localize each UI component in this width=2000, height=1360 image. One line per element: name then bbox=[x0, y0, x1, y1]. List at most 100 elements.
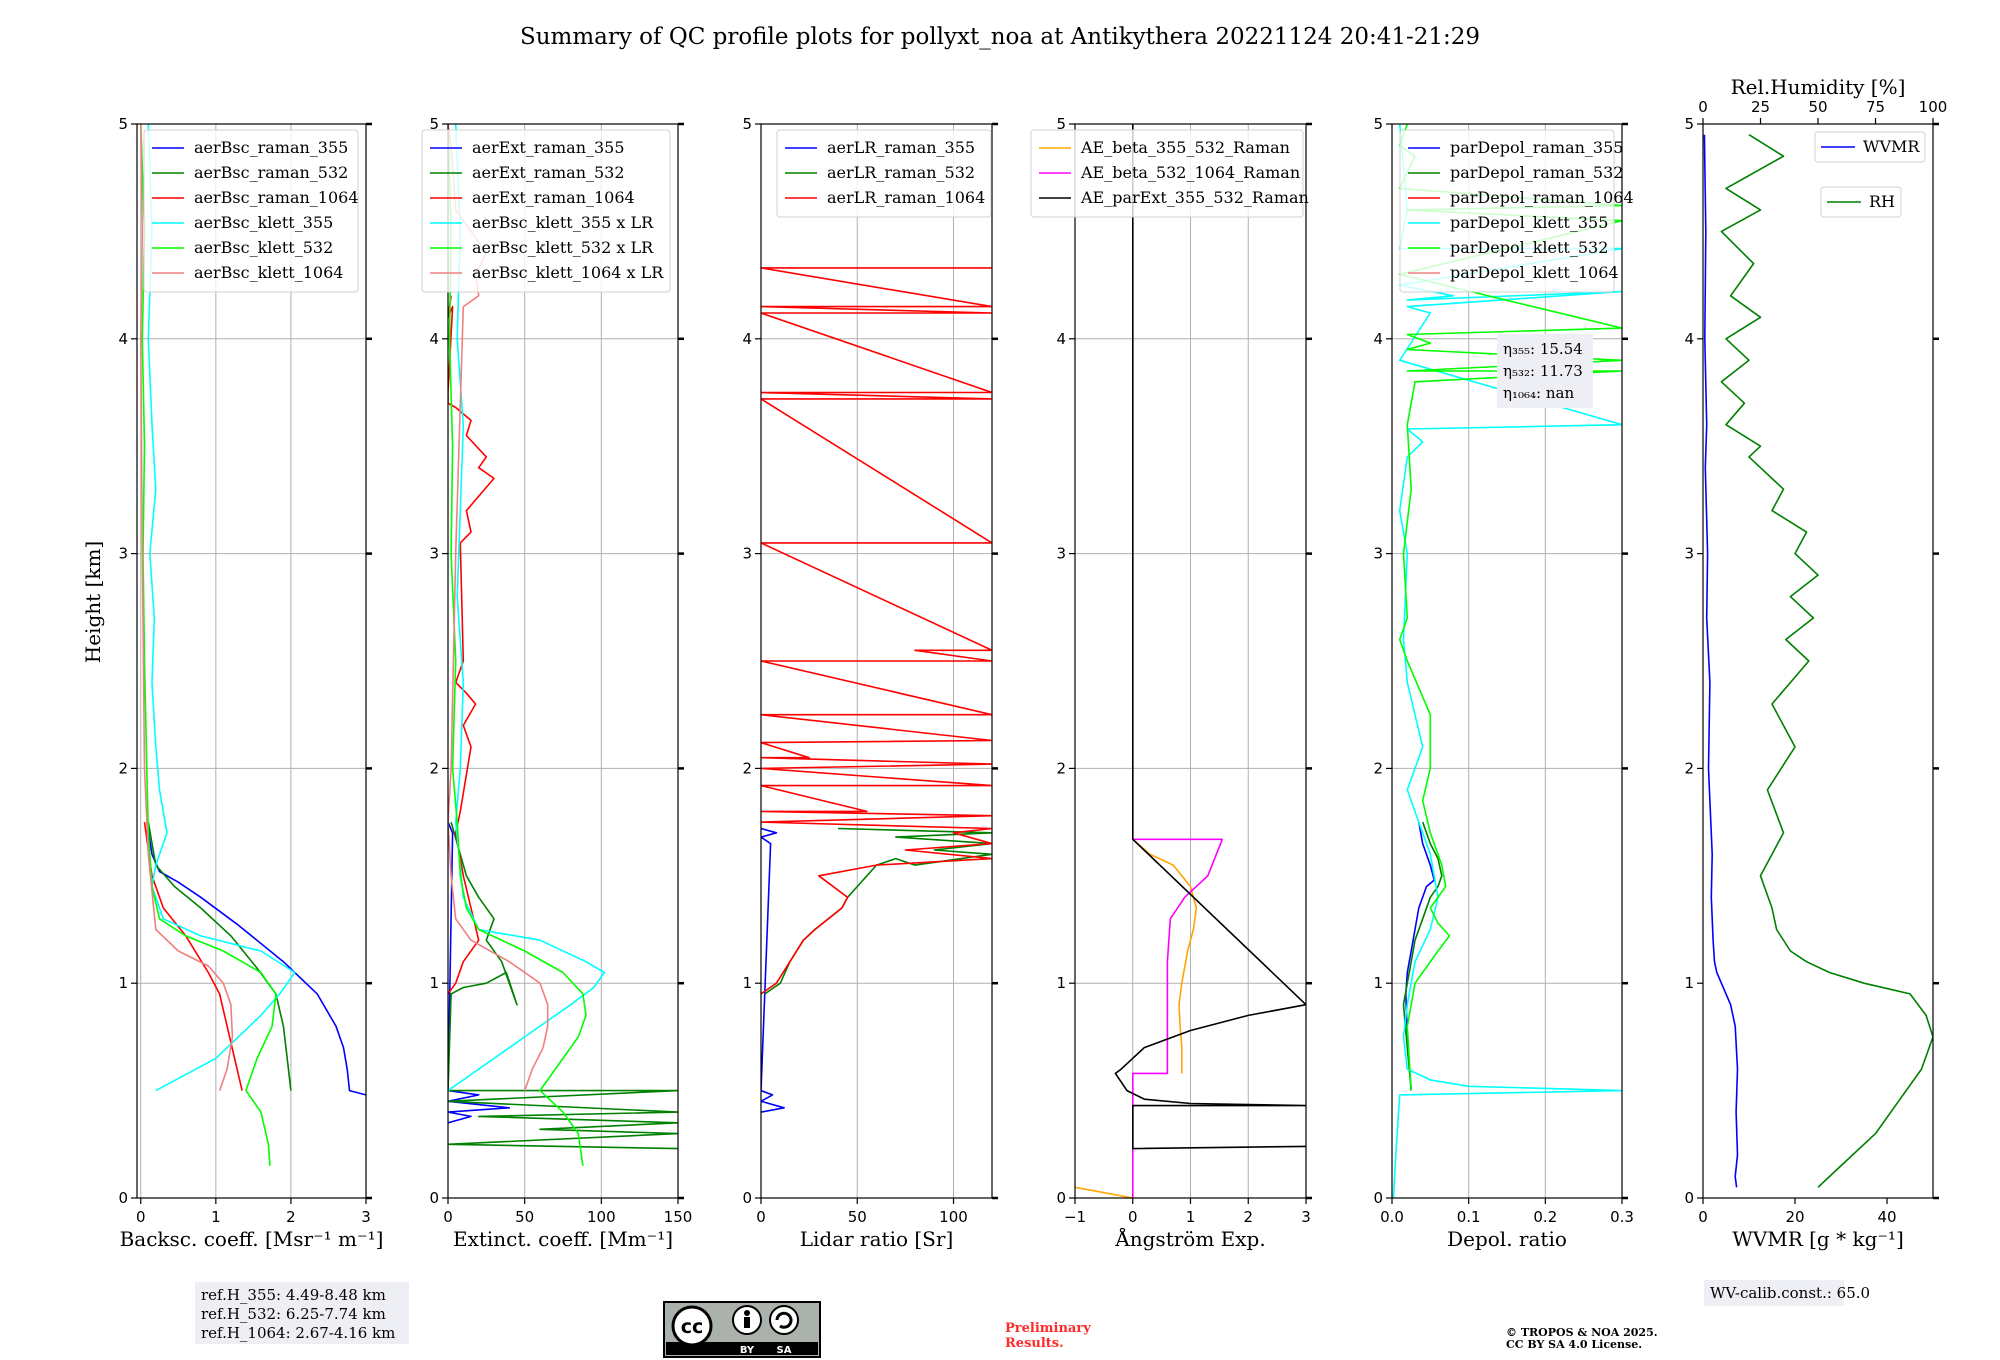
top-x-tick-label: 100 bbox=[1919, 98, 1948, 116]
eta-annotation: η₃₅₅: 15.54 η₅₃₂: 11.73 η₁₀₆₄: nan bbox=[1497, 334, 1593, 408]
wv-calib-text: WV-calib.const.: 65.0 bbox=[1710, 1284, 1870, 1302]
y-tick-label: 1 bbox=[1373, 974, 1383, 992]
top-x-tick-label: 75 bbox=[1866, 98, 1885, 116]
top-x-axis-label: Rel.Humidity [%] bbox=[1731, 75, 1906, 99]
y-tick-label: 5 bbox=[118, 115, 128, 133]
y-tick-label: 2 bbox=[429, 759, 439, 777]
series-line-aerext-raman-355 bbox=[448, 821, 511, 1124]
panel-5: 0.0 0.1 0.2 0.3 0 1 2 3 4 5 Depol. ratio parDepol_r… bbox=[1373, 115, 1633, 1251]
x-axis-label: WVMR [g * kg⁻¹] bbox=[1732, 1227, 1904, 1251]
y-tick-label: 3 bbox=[742, 545, 752, 563]
y-tick-label: 5 bbox=[1056, 115, 1066, 133]
series-line-aerbsc-klett-355 bbox=[147, 124, 296, 1092]
y-tick-label: 3 bbox=[429, 545, 439, 563]
x-tick-label: 2 bbox=[286, 1208, 296, 1226]
preliminary-note-line2: Results. bbox=[1005, 1336, 1064, 1351]
series-line-pardepol-klett-355 bbox=[1392, 124, 1622, 1198]
legend-label: parDepol_klett_355 bbox=[1450, 213, 1608, 232]
axes-frame bbox=[447, 123, 679, 1199]
series-line-ae-beta-532-1064-raman bbox=[1132, 838, 1224, 1198]
legend-label: parDepol_raman_532 bbox=[1450, 163, 1623, 182]
top-x-tick-label: 0 bbox=[1698, 98, 1708, 116]
y-tick-label: 5 bbox=[1684, 115, 1694, 133]
series-line-aerbsc-raman-355 bbox=[146, 821, 366, 1096]
legend-label: aerBsc_raman_532 bbox=[194, 163, 348, 182]
cc-license-badge: cc BY SA bbox=[663, 1301, 821, 1358]
legend-label: AE_beta_355_532_Raman bbox=[1080, 138, 1290, 157]
series-line-ae-beta-355-532-raman bbox=[1132, 838, 1198, 1074]
legend-label: aerLR_raman_355 bbox=[827, 138, 975, 157]
legend-label: parDepol_raman_1064 bbox=[1450, 188, 1634, 207]
x-tick-label: 2 bbox=[1243, 1208, 1253, 1226]
ref-height-1064: ref.H_1064: 2.67-4.16 km bbox=[201, 1324, 395, 1342]
y-tick-label: 3 bbox=[118, 545, 128, 563]
legend-label: aerBsc_klett_1064 x LR bbox=[472, 263, 664, 282]
x-tick-label: 0 bbox=[136, 1208, 146, 1226]
x-tick-label: 0.1 bbox=[1457, 1208, 1481, 1226]
legend-box bbox=[143, 129, 359, 293]
legend-box bbox=[1399, 129, 1615, 293]
y-tick-label: 2 bbox=[1684, 759, 1694, 777]
axes-frame bbox=[1391, 123, 1623, 1199]
y-axis-label: Height [km] bbox=[81, 541, 105, 663]
y-tick-label: 5 bbox=[742, 115, 752, 133]
y-tick-label: 4 bbox=[1373, 330, 1383, 348]
x-axis-label: Depol. ratio bbox=[1447, 1227, 1567, 1251]
series-line-ae-parext-355-532-raman bbox=[1114, 124, 1306, 1150]
y-tick-label: 2 bbox=[118, 759, 128, 777]
x-tick-label: 0.0 bbox=[1380, 1208, 1404, 1226]
x-tick-label: 50 bbox=[848, 1208, 867, 1226]
panel-3: 0 50 100 0 1 2 3 4 5 Lidar ratio [Sr] aerLR_raman_… bbox=[742, 115, 998, 1251]
legend-label: aerBsc_klett_355 x LR bbox=[472, 213, 654, 232]
axes-frame bbox=[760, 123, 993, 1199]
y-tick-label: 5 bbox=[1373, 115, 1383, 133]
legend-label: aerLR_raman_532 bbox=[827, 163, 975, 182]
cc-sa-label: SA bbox=[777, 1345, 792, 1356]
panel-1: 0 1 2 3 0 1 2 3 4 5 Backsc. coeff. [Msr⁻¹ m⁻¹] aerB… bbox=[118, 115, 383, 1251]
legend-box bbox=[1030, 129, 1304, 218]
y-tick-label: 0 bbox=[429, 1189, 439, 1207]
x-tick-label: 0 bbox=[756, 1208, 766, 1226]
legend: aerBsc_raman_355 aerBsc_raman_532 aerBsc_r… bbox=[143, 129, 359, 293]
cc-logo-text: cc bbox=[681, 1316, 704, 1338]
preliminary-note-line1: Preliminary bbox=[1005, 1321, 1091, 1336]
share-alike-icon bbox=[769, 1305, 799, 1335]
x-tick-label: 100 bbox=[939, 1208, 968, 1226]
cc-logo-icon bbox=[671, 1305, 713, 1347]
series-group bbox=[761, 267, 992, 1113]
series-line-wvmr bbox=[1703, 134, 1739, 1188]
attribution-icon-body bbox=[744, 1317, 750, 1328]
legend: WVMR bbox=[1814, 131, 1926, 163]
ref-height-box: ref.H_355: 4.49-8.48 km ref.H_532: 6.25-… bbox=[195, 1282, 409, 1344]
x-tick-label: 0 bbox=[443, 1208, 453, 1226]
y-tick-label: 1 bbox=[429, 974, 439, 992]
top-x-tick-label: 50 bbox=[1808, 98, 1827, 116]
legend-label: aerLR_raman_1064 bbox=[827, 188, 985, 207]
copyright-line1: © TROPOS & NOA 2025. bbox=[1506, 1326, 1658, 1339]
x-axis-label: Ångström Exp. bbox=[1114, 1226, 1265, 1251]
copyright-line2: CC BY SA 4.0 License. bbox=[1506, 1338, 1642, 1351]
legend-box bbox=[421, 129, 671, 293]
ref-height-355: ref.H_355: 4.49-8.48 km bbox=[201, 1286, 386, 1304]
series-group bbox=[1075, 124, 1306, 1198]
legend-label: aerExt_raman_532 bbox=[472, 163, 625, 182]
series-line-aerbsc-klett-355-x-lr bbox=[448, 124, 606, 1092]
x-tick-label: −1 bbox=[1064, 1208, 1086, 1226]
series-line-aerbsc-klett-532 bbox=[140, 124, 277, 1166]
legend-label: parDepol_klett_1064 bbox=[1450, 263, 1619, 282]
series-line-aerlr-raman-1064 bbox=[761, 267, 992, 995]
legend-label: RH bbox=[1869, 192, 1895, 211]
y-tick-label: 3 bbox=[1373, 545, 1383, 563]
legend-label: aerBsc_raman_355 bbox=[194, 138, 348, 157]
series-line-extra-3 bbox=[1075, 1186, 1133, 1198]
y-tick-label: 2 bbox=[1373, 759, 1383, 777]
x-axis-label: Extinct. coeff. [Mm⁻¹] bbox=[453, 1227, 673, 1251]
legend-label: parDepol_raman_355 bbox=[1450, 138, 1623, 157]
series-group bbox=[140, 124, 366, 1166]
wv-calib-box: WV-calib.const.: 65.0 bbox=[1704, 1280, 1870, 1306]
x-tick-label: 50 bbox=[515, 1208, 534, 1226]
x-tick-label: 0.2 bbox=[1533, 1208, 1557, 1226]
series-line-rh bbox=[1720, 134, 1933, 1188]
